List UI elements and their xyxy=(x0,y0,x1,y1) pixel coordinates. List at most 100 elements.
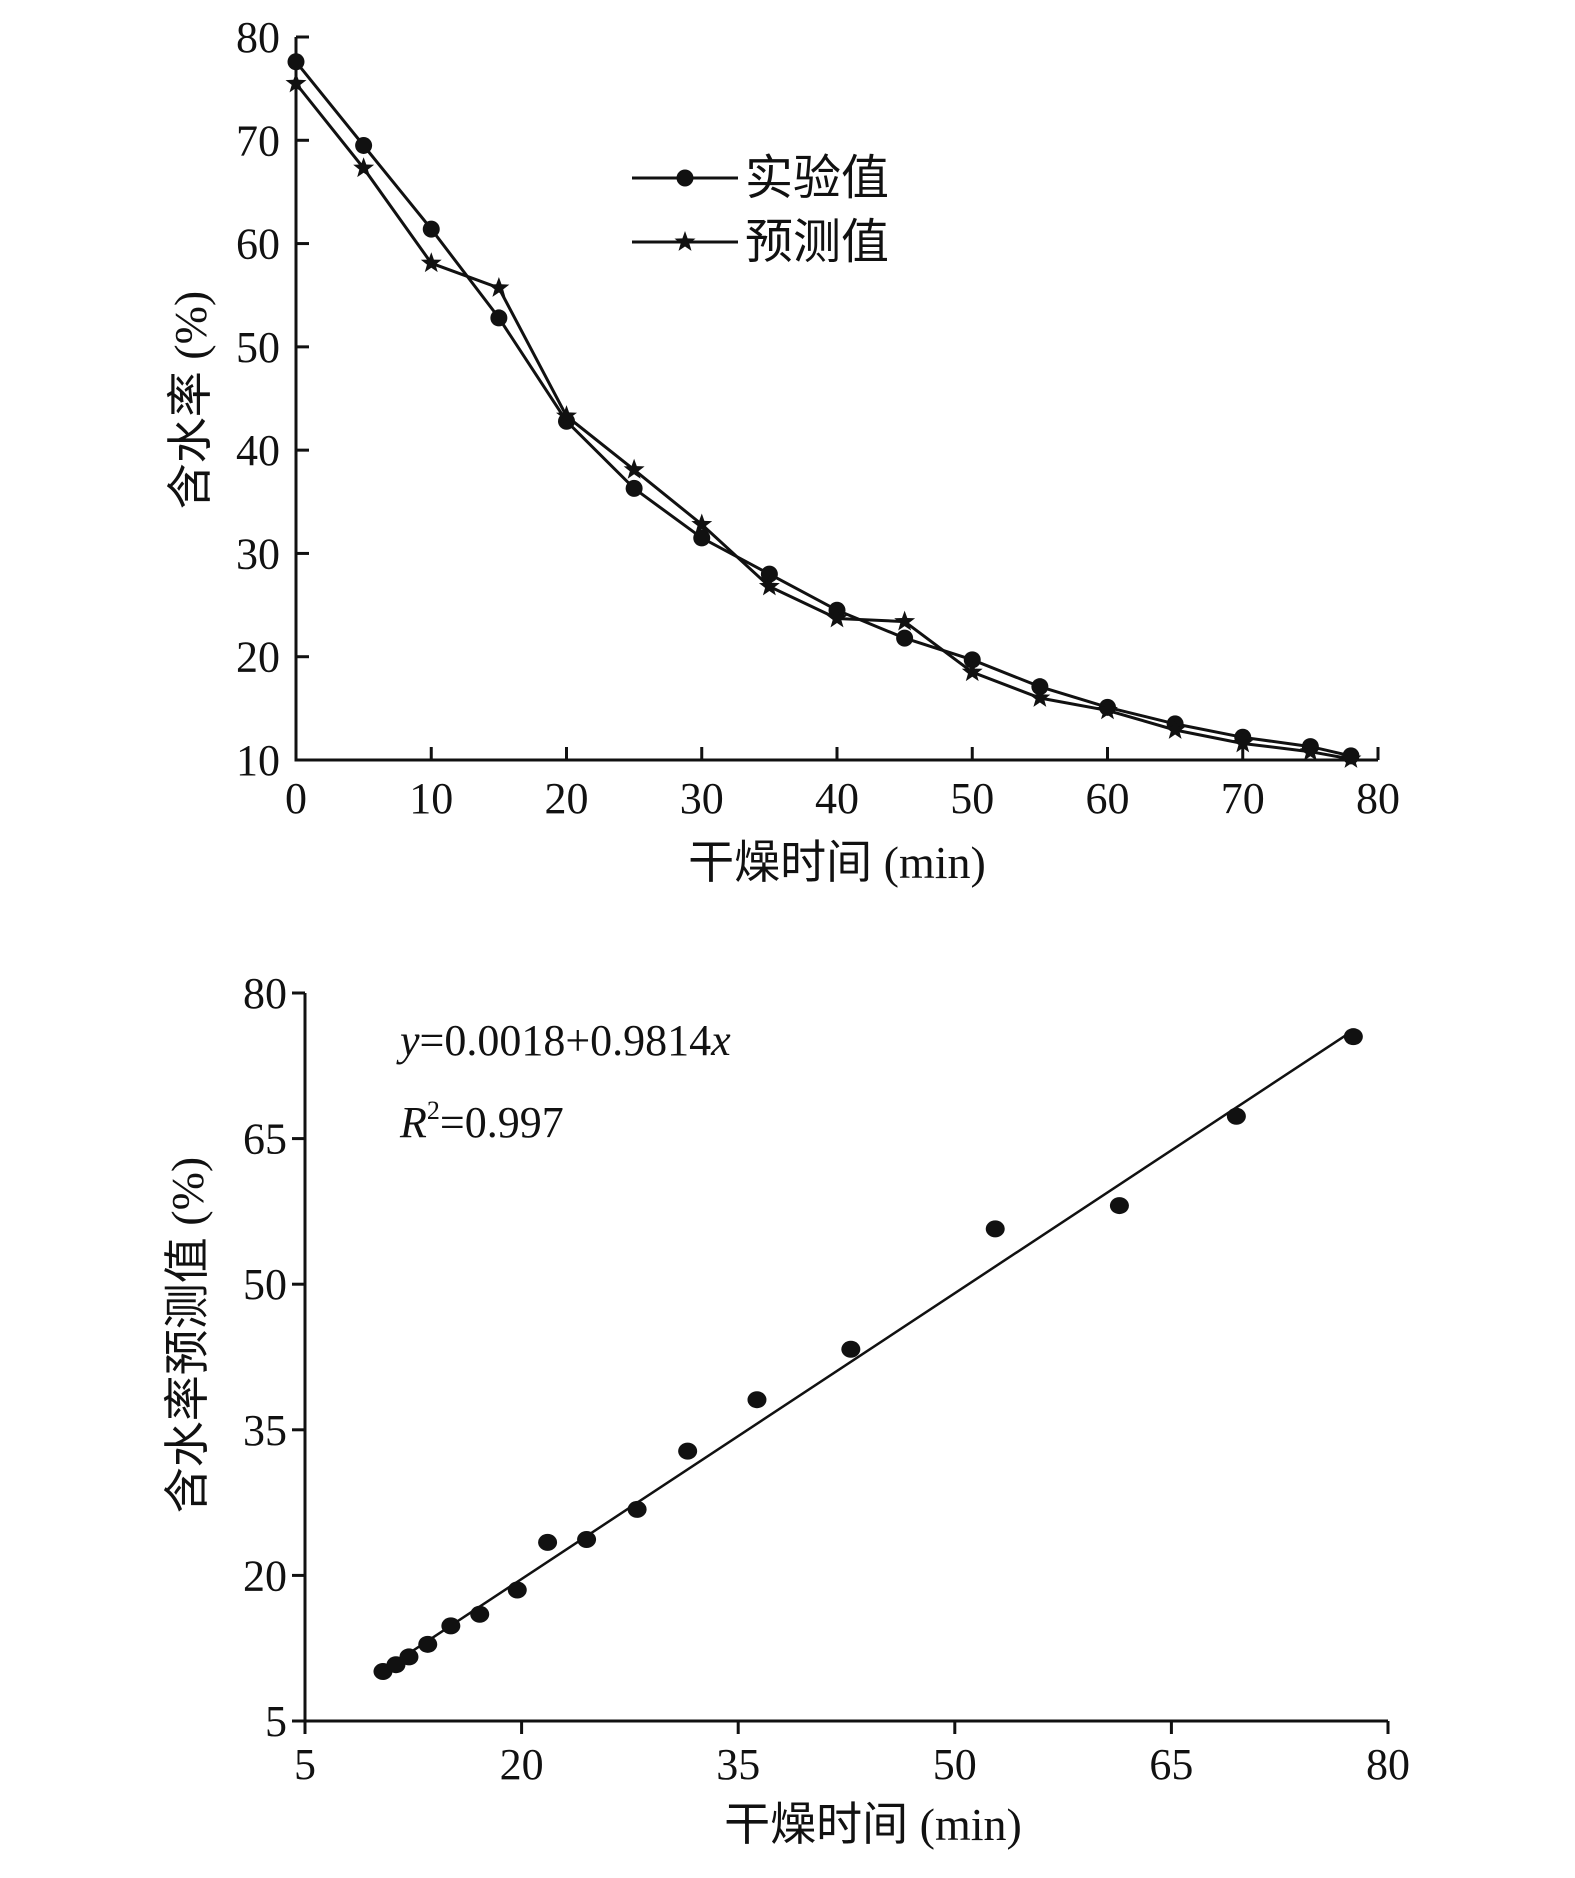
chart1-point-experimental xyxy=(896,629,914,647)
chart2-y-tick-label: 5 xyxy=(265,1697,287,1746)
chart2-point xyxy=(1343,1028,1363,1046)
chart2-fit-line xyxy=(382,1029,1355,1672)
chart1-y-tick-label: 80 xyxy=(236,13,280,62)
chart1-point-experimental xyxy=(355,136,373,154)
chart1-x-tick-label: 80 xyxy=(1356,774,1400,823)
chart1-point-experimental xyxy=(490,309,508,327)
chart1-x-tick-label: 20 xyxy=(545,774,589,823)
chart2-points xyxy=(373,1028,1363,1680)
chart1-axes xyxy=(294,37,1378,762)
chart2-point xyxy=(577,1530,597,1548)
chart1-x-axis-title: 干燥时间 (min) xyxy=(688,837,986,888)
chart1-point-predicted xyxy=(488,277,510,297)
chart2-x-tick-label: 80 xyxy=(1366,1740,1410,1789)
chart2-point xyxy=(1109,1197,1129,1215)
chart1-point-predicted xyxy=(353,157,375,178)
chart1-point-predicted xyxy=(826,607,848,628)
chart1-x-tick-label: 40 xyxy=(815,774,859,823)
chart2-y-ticks: 5 20 35 50 65 80 xyxy=(243,969,305,1746)
chart2-point xyxy=(985,1220,1005,1238)
chart2-y-tick-label: 80 xyxy=(243,969,287,1018)
chart2-x-tick-label: 35 xyxy=(716,1740,760,1789)
chart2-x-axis-title: 干燥时间 (min) xyxy=(724,1799,1022,1850)
chart1-y-tick-label: 10 xyxy=(236,736,280,785)
chart1-point-predicted xyxy=(894,610,916,631)
chart1-y-tick-label: 20 xyxy=(236,633,280,682)
chart1-point-predicted xyxy=(961,661,983,682)
chart2-point xyxy=(399,1648,419,1666)
chart1-point-experimental xyxy=(693,529,711,547)
chart1-point-predicted xyxy=(1232,732,1254,753)
chart2-x-ticks: 5 20 35 50 65 80 xyxy=(294,1721,1410,1789)
chart2-r-squared: R2=0.997 xyxy=(399,1096,564,1147)
chart2-point xyxy=(507,1581,527,1599)
chart1-x-tick-label: 50 xyxy=(950,774,994,823)
r-squared-value: =0.997 xyxy=(440,1098,564,1147)
chart1-point-predicted xyxy=(623,458,645,479)
legend-label-predicted: 预测值 xyxy=(745,216,889,269)
chart2-point xyxy=(1226,1107,1246,1125)
chart1-point-experimental xyxy=(287,53,305,71)
chart1-point-experimental xyxy=(625,479,643,497)
chart1-point-predicted xyxy=(1029,687,1051,707)
legend-marker-star xyxy=(674,231,696,251)
chart2-x-tick-label: 50 xyxy=(933,1740,977,1789)
chart1-point-experimental xyxy=(760,565,778,583)
chart2-x-tick-label: 65 xyxy=(1149,1740,1193,1789)
chart2-y-tick-label: 65 xyxy=(243,1115,287,1164)
chart2-y-tick-label: 20 xyxy=(243,1551,287,1600)
chart1-point-predicted xyxy=(1097,699,1118,720)
chart1-point-experimental xyxy=(1031,678,1049,696)
chart1-point-predicted xyxy=(420,252,442,273)
r-squared-letter: R xyxy=(399,1098,427,1147)
chart1-point-experimental xyxy=(963,651,981,669)
chart2-point xyxy=(538,1533,558,1551)
chart1-point-predicted xyxy=(691,513,713,534)
chart1-x-tick-label: 30 xyxy=(680,774,724,823)
chart2-point xyxy=(747,1391,767,1409)
chart1-point-experimental xyxy=(422,220,440,238)
chart1-x-tick-label: 10 xyxy=(409,774,453,823)
chart1-y-tick-label: 50 xyxy=(236,323,280,372)
chart2-point xyxy=(418,1635,438,1653)
chart1-point-predicted xyxy=(285,72,307,93)
chart1-y-ticks: 10 20 30 40 50 60 70 80 xyxy=(236,13,309,785)
chart2-y-tick-label: 50 xyxy=(243,1260,287,1309)
equation-y-symbol: y xyxy=(396,1016,420,1065)
chart2-point xyxy=(470,1605,490,1623)
r-squared-exponent: 2 xyxy=(427,1096,440,1125)
chart2-point xyxy=(627,1500,647,1518)
legend-label-experimental: 实验值 xyxy=(745,152,889,205)
chart1-point-predicted xyxy=(1340,748,1362,768)
chart1-series xyxy=(285,53,1362,768)
chart1-y-tick-label: 60 xyxy=(236,220,280,269)
chart1-y-axis-title: 含水率 (%) xyxy=(165,291,216,509)
chart2-y-axis-title: 含水率预测值 (%) xyxy=(162,1157,213,1513)
equation-body: =0.0018+0.9814 xyxy=(420,1016,712,1065)
chart2-point xyxy=(441,1617,461,1635)
correlation-chart: 5 20 35 50 65 80 5 20 35 50 65 80 y=0.0018+0.9814x… xyxy=(162,969,1410,1850)
chart2-x-tick-label: 5 xyxy=(294,1740,316,1789)
chart1-point-predicted xyxy=(1164,719,1186,739)
chart2-point xyxy=(841,1340,861,1358)
chart1-legend: 实验值 预测值 xyxy=(632,152,889,269)
chart1-x-tick-label: 0 xyxy=(285,774,307,823)
chart1-y-tick-label: 70 xyxy=(236,116,280,165)
chart1-point-predicted xyxy=(758,575,780,596)
chart1-point-predicted xyxy=(1299,740,1321,761)
chart1-x-tick-label: 70 xyxy=(1221,774,1265,823)
chart2-x-tick-label: 20 xyxy=(500,1740,544,1789)
equation-x-symbol: x xyxy=(710,1016,731,1065)
chart1-x-tick-label: 60 xyxy=(1086,774,1130,823)
chart2-y-tick-label: 35 xyxy=(243,1406,287,1455)
chart2-fit-equation: y=0.0018+0.9814x xyxy=(396,1016,731,1065)
chart1-point-predicted xyxy=(556,405,577,425)
chart2-point xyxy=(678,1442,698,1460)
chart1-y-tick-label: 40 xyxy=(236,426,280,475)
legend-marker-circle xyxy=(676,169,694,187)
chart1-x-ticks: 0 10 20 30 40 50 60 70 80 xyxy=(285,747,1400,823)
chart1-y-tick-label: 30 xyxy=(236,529,280,578)
